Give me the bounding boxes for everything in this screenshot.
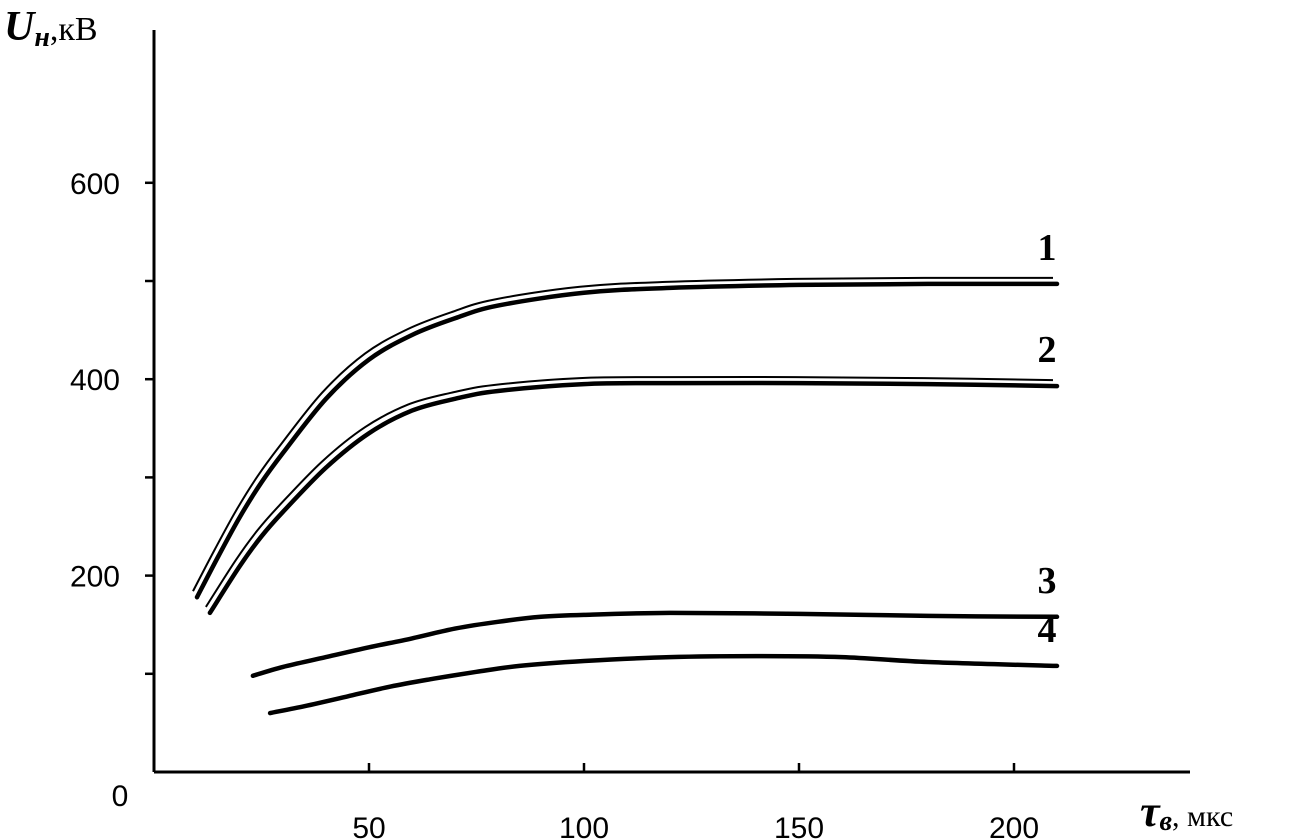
- axes: [152, 30, 1190, 774]
- series-label-1: 1: [1038, 227, 1057, 269]
- x-axis-symbol: τ: [1140, 787, 1161, 836]
- curve-labels: 1 2 3 4: [1038, 227, 1057, 651]
- series-2-line: [207, 380, 1060, 616]
- x-tick-label-100: 100: [559, 812, 609, 839]
- y-tick-label-400: 400: [70, 364, 120, 397]
- series-label-3: 3: [1038, 560, 1057, 602]
- series-label-4: 4: [1038, 609, 1057, 651]
- series-1-line: [194, 281, 1060, 600]
- series-3-line: [250, 610, 1060, 679]
- series-label-2: 2: [1038, 329, 1057, 371]
- x-tick-label-50: 50: [352, 812, 385, 839]
- origin-label: 0: [112, 780, 129, 813]
- y-axis-label: Uн,кВ: [4, 4, 98, 53]
- x-axis-unit: , мкс: [1172, 800, 1233, 833]
- tick-labels: 50 100 150 200 200 400 600: [70, 168, 1039, 839]
- series-4-line: [267, 653, 1060, 716]
- y-tick-label-600: 600: [70, 168, 120, 201]
- y-tick-label-200: 200: [70, 561, 120, 594]
- x-tick-label-150: 150: [774, 812, 824, 839]
- plot-curves: [192, 276, 1060, 716]
- series-2-upper-line: [205, 376, 1054, 608]
- x-axis-subscript: в: [1160, 806, 1173, 837]
- series-1-upper-line: [192, 276, 1054, 592]
- ticks: [145, 181, 1016, 772]
- y-axis-unit: ,кВ: [50, 11, 98, 48]
- y-axis-symbol: U: [4, 4, 37, 50]
- x-tick-label-200: 200: [989, 812, 1039, 839]
- x-axis-label: τв, мкс: [1140, 787, 1233, 837]
- y-axis-subscript: н: [34, 22, 50, 53]
